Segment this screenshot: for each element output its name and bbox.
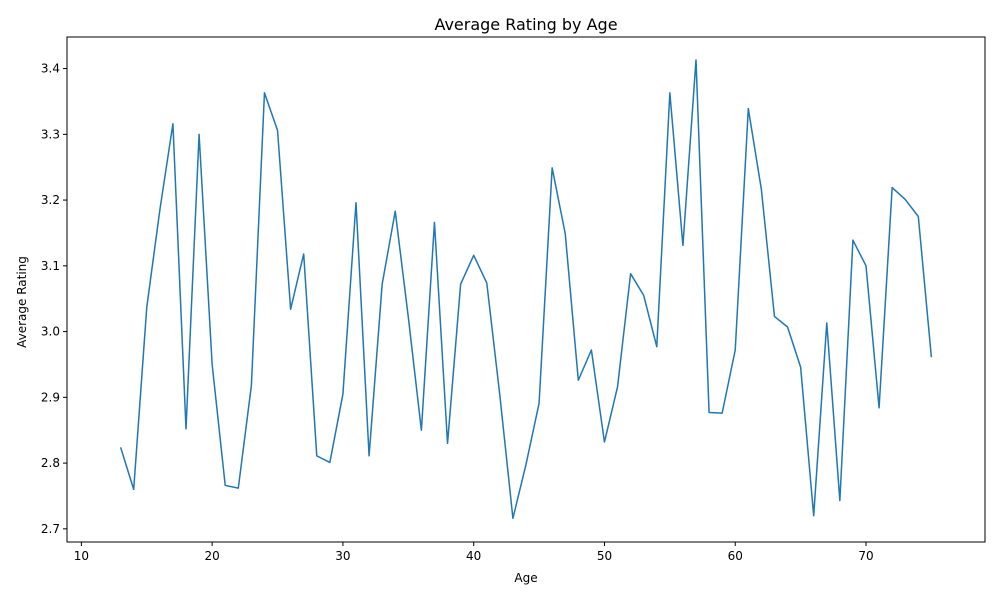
y-tick-label: 2.9 <box>41 390 60 404</box>
x-tick-label: 70 <box>858 549 873 563</box>
plot-area <box>66 36 986 543</box>
x-tick-label: 50 <box>597 549 612 563</box>
x-tick-label: 20 <box>205 549 220 563</box>
y-tick-label: 2.8 <box>41 456 60 470</box>
chart-title: Average Rating by Age <box>434 15 617 34</box>
x-axis-label: Age <box>514 571 537 585</box>
y-axis-ticks: 2.7 2.8 2.9 3.0 3.1 3.2 3.3 3.4 <box>41 62 67 536</box>
y-tick-label: 3.1 <box>41 259 60 273</box>
axes-frame <box>66 36 986 543</box>
y-axis-label: Average Rating <box>15 256 29 348</box>
series-line-0 <box>119 59 933 520</box>
y-tick-label: 2.7 <box>41 522 60 536</box>
y-tick-label: 3.2 <box>41 193 60 207</box>
x-tick-label: 30 <box>335 549 350 563</box>
x-tick-label: 40 <box>466 549 481 563</box>
x-axis-ticks: 10 20 30 40 50 60 70 <box>74 542 874 563</box>
y-tick-label: 3.0 <box>41 325 60 339</box>
x-tick-label: 60 <box>728 549 743 563</box>
y-tick-label: 3.3 <box>41 127 60 141</box>
y-tick-label: 3.4 <box>41 62 60 76</box>
x-tick-label: 10 <box>74 549 89 563</box>
